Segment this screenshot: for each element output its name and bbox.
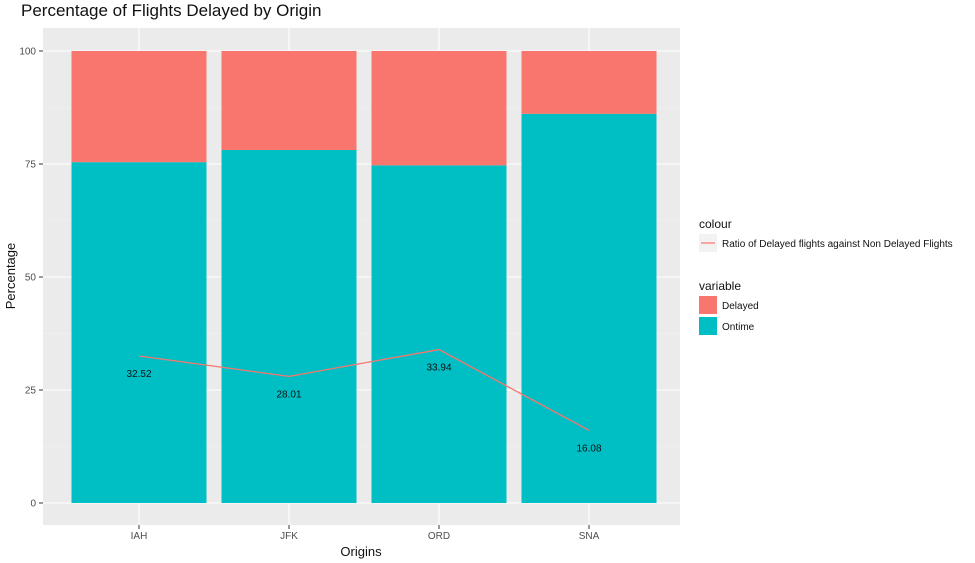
data-label-sna: 16.08 (576, 443, 601, 454)
legend-line-label: Ratio of Delayed flights against Non Del… (722, 239, 953, 250)
ratio-line (138, 348, 590, 431)
legend-ontime-swatch (699, 317, 717, 335)
x-tick-label-iah: IAH (131, 531, 148, 542)
x-tick-label-jfk: JFK (280, 531, 298, 542)
legend-ontime-label: Ontime (722, 322, 755, 333)
data-label-jfk: 28.01 (276, 389, 301, 400)
bar-delayed-jfk (221, 51, 357, 150)
legend-delayed-swatch (699, 296, 717, 314)
y-tick-label: 0 (30, 499, 36, 510)
legend: colour Ratio of Delayed flights against … (699, 217, 953, 335)
legend-colour-title: colour (699, 217, 732, 231)
y-tick-label: 25 (25, 386, 37, 397)
y-axis-title: Percentage (3, 243, 18, 310)
data-label-ord: 33.94 (426, 363, 451, 374)
y-tick-label: 75 (25, 160, 37, 171)
x-tick-label-sna: SNA (579, 531, 600, 542)
ratio-line-group: 32.52 28.01 33.94 16.08 (126, 348, 602, 454)
bar-delayed-iah (71, 51, 207, 163)
bar-ontime-iah (71, 162, 207, 503)
legend-fill-title: variable (699, 279, 741, 293)
bar-group (71, 51, 657, 503)
bar-ontime-jfk (221, 149, 357, 503)
bar-delayed-sna (521, 51, 657, 114)
data-label-iah: 32.52 (126, 369, 151, 380)
legend-delayed-label: Delayed (722, 301, 759, 312)
y-tick-label: 100 (19, 47, 36, 58)
y-tick-label: 50 (25, 273, 37, 284)
axes: 0 25 50 75 100 IAH JFK ORD SNA (19, 47, 599, 543)
chart-title: Percentage of Flights Delayed by Origin (21, 1, 322, 20)
bar-ontime-sna (521, 113, 657, 503)
bar-ontime-ord (371, 165, 507, 503)
x-tick-label-ord: ORD (428, 531, 450, 542)
x-axis-title: Origins (340, 544, 382, 559)
bar-delayed-ord (371, 51, 507, 166)
